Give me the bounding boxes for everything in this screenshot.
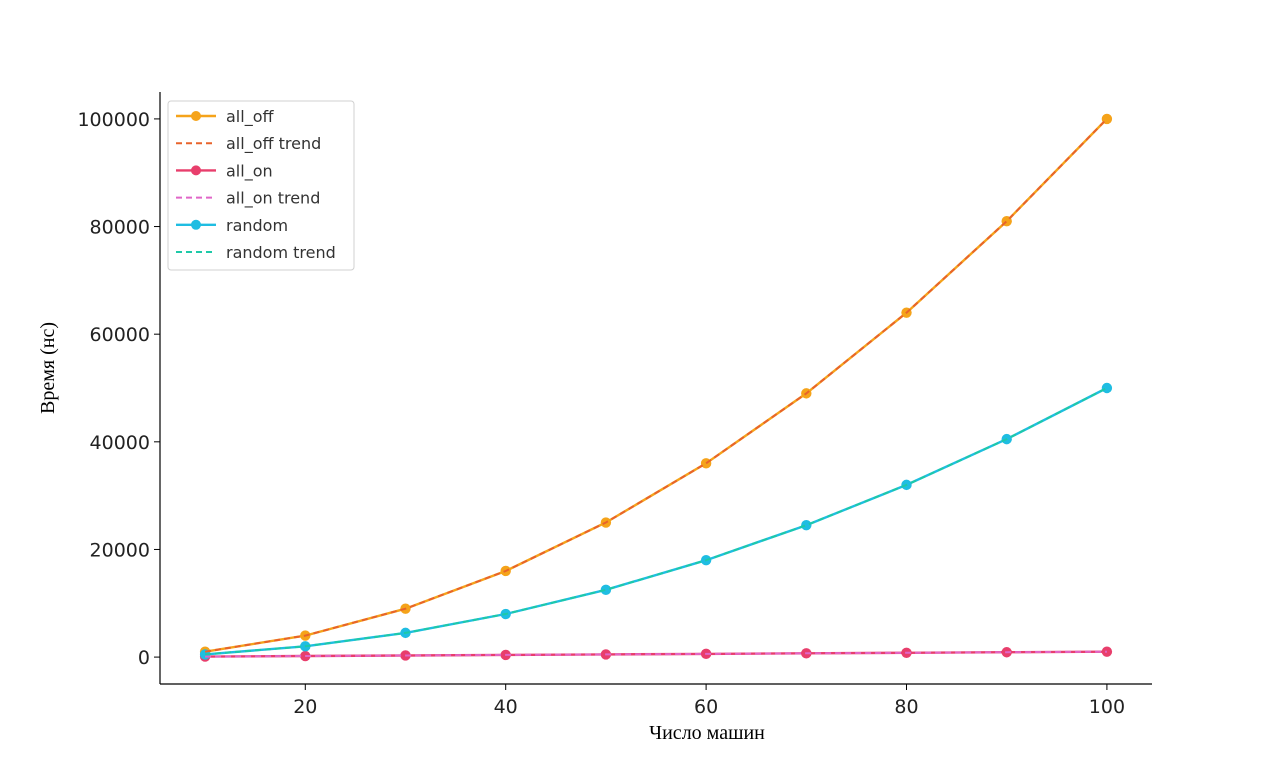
x-tick-label: 100: [1089, 696, 1125, 718]
legend-label: all_off trend: [226, 134, 321, 154]
series-all-on-trend: [205, 650, 1107, 658]
legend: all_off all_off trend all_on all_on trend ra…: [167, 100, 355, 271]
legend-item-all-off-trend: all_off trend: [176, 134, 321, 154]
axis-titles: Число машин Время (нс): [37, 322, 765, 744]
series-line-all-off-trend: [204, 118, 1108, 653]
y-tick-label: 20000: [90, 539, 150, 561]
series-random-trend: [205, 387, 1108, 656]
legend-item-all-on-trend: all_on trend: [176, 189, 320, 209]
legend-label: all_off: [226, 107, 274, 127]
data-point-all-off: [1101, 113, 1113, 125]
legend-item-random: random: [176, 216, 288, 235]
legend-item-random-trend: random trend: [176, 243, 336, 262]
series-line-all-on-trend: [205, 650, 1107, 658]
axes: [159, 92, 1152, 685]
y-tick-label: 80000: [90, 217, 150, 239]
legend-marker: [191, 219, 201, 230]
y-tick-label: 0: [138, 647, 150, 669]
series-all-off-trend: [204, 118, 1108, 653]
legend-label: random trend: [226, 243, 336, 262]
legend-label: random: [226, 216, 288, 235]
legend-item-all-off: all_off: [176, 107, 274, 127]
legend-box: [167, 100, 355, 271]
x-tick-label: 40: [494, 696, 518, 718]
y-axis-title: Время (нс): [37, 322, 59, 414]
data-point-random: [1101, 382, 1113, 394]
y-tick-label: 60000: [90, 324, 150, 346]
data-point-random: [600, 584, 612, 596]
x-tick-label: 60: [694, 696, 718, 718]
x-tick-label: 20: [293, 696, 317, 718]
legend-item-all-on: all_on: [176, 161, 273, 181]
series-random: [199, 382, 1113, 660]
y-tick-label: 40000: [90, 432, 150, 454]
series: [199, 113, 1113, 662]
legend-label: all_on trend: [226, 189, 320, 209]
y-tick-label: 100000: [77, 109, 150, 131]
ticks: 20 40 60 80 100 0 20000 40000 60000 80000 100000: [77, 109, 1125, 718]
series-line-random: [205, 386, 1108, 656]
legend-marker: [191, 111, 201, 121]
legend-marker: [191, 165, 201, 176]
data-point-all-on: [1101, 646, 1113, 657]
legend-label: all_on: [226, 161, 273, 181]
x-axis-title: Число машин: [649, 722, 765, 744]
data-point-random: [801, 520, 812, 531]
x-tick-label: 80: [894, 696, 918, 718]
series-line-random-trend: [205, 387, 1108, 656]
